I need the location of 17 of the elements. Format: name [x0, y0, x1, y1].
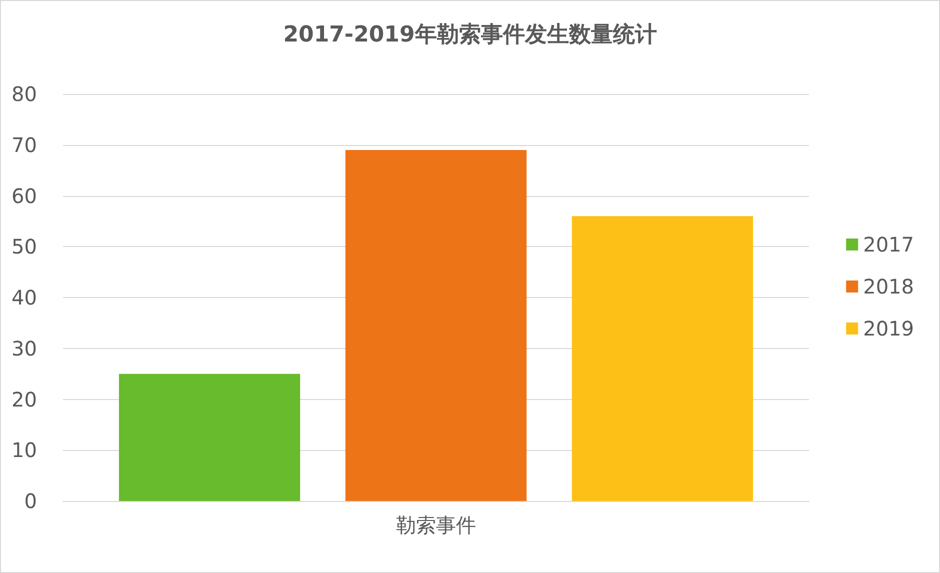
bar — [572, 216, 754, 501]
x-tick-label: 勒索事件 — [396, 513, 476, 537]
legend-label: 2018 — [863, 274, 914, 298]
y-tick-label: 30 — [12, 336, 37, 360]
y-tick-label: 50 — [12, 234, 37, 259]
legend-label: 2017 — [863, 232, 914, 256]
y-tick-label: 10 — [12, 438, 37, 462]
chart-title: 2017-2019年勒索事件发生数量统计 — [283, 22, 657, 48]
legend-label: 2019 — [863, 316, 914, 340]
bar — [345, 150, 527, 501]
y-tick-label: 80 — [12, 82, 37, 106]
y-tick-label: 20 — [12, 387, 37, 412]
y-tick-label: 70 — [12, 132, 37, 157]
y-tick-label: 60 — [12, 184, 37, 208]
y-tick-label: 40 — [12, 286, 37, 310]
y-tick-label: 0 — [24, 489, 37, 513]
bar — [118, 374, 300, 501]
